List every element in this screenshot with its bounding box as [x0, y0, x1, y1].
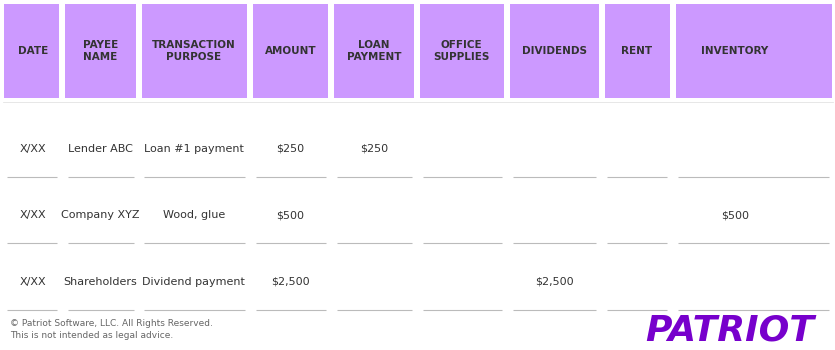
Text: PAYEE
NAME: PAYEE NAME	[83, 40, 118, 62]
Text: $2,500: $2,500	[535, 277, 574, 287]
Text: Company XYZ: Company XYZ	[61, 210, 139, 220]
FancyBboxPatch shape	[676, 4, 832, 98]
Text: Shareholders: Shareholders	[63, 277, 137, 287]
Text: $250: $250	[276, 144, 305, 154]
Text: Loan #1 payment: Loan #1 payment	[144, 144, 244, 154]
Text: DATE: DATE	[18, 46, 48, 56]
FancyBboxPatch shape	[420, 4, 504, 98]
Text: LOAN
PAYMENT: LOAN PAYMENT	[347, 40, 402, 62]
Text: This is not intended as legal advice.: This is not intended as legal advice.	[10, 331, 174, 341]
Text: AMOUNT: AMOUNT	[265, 46, 316, 56]
Text: OFFICE
SUPPLIES: OFFICE SUPPLIES	[433, 40, 490, 62]
Text: X/XX: X/XX	[20, 210, 47, 220]
Text: RENT: RENT	[620, 46, 652, 56]
Text: Dividend payment: Dividend payment	[142, 277, 245, 287]
Text: $500: $500	[276, 210, 305, 220]
Text: Lender ABC: Lender ABC	[68, 144, 133, 154]
FancyBboxPatch shape	[4, 4, 59, 98]
Text: TRANSACTION
PURPOSE: TRANSACTION PURPOSE	[152, 40, 235, 62]
Text: $500: $500	[721, 210, 749, 220]
Text: INVENTORY: INVENTORY	[701, 46, 768, 56]
Text: $250: $250	[360, 144, 388, 154]
Text: PATRIOT: PATRIOT	[645, 314, 814, 348]
Text: Wood, glue: Wood, glue	[163, 210, 225, 220]
FancyBboxPatch shape	[510, 4, 599, 98]
Text: DIVIDENDS: DIVIDENDS	[522, 46, 587, 56]
Text: X/XX: X/XX	[20, 277, 47, 287]
FancyBboxPatch shape	[253, 4, 328, 98]
FancyBboxPatch shape	[605, 4, 670, 98]
Text: $2,500: $2,500	[271, 277, 310, 287]
FancyBboxPatch shape	[142, 4, 247, 98]
FancyBboxPatch shape	[65, 4, 136, 98]
FancyBboxPatch shape	[334, 4, 414, 98]
Text: © Patriot Software, LLC. All Rights Reserved.: © Patriot Software, LLC. All Rights Rese…	[10, 319, 213, 328]
Text: X/XX: X/XX	[20, 144, 47, 154]
